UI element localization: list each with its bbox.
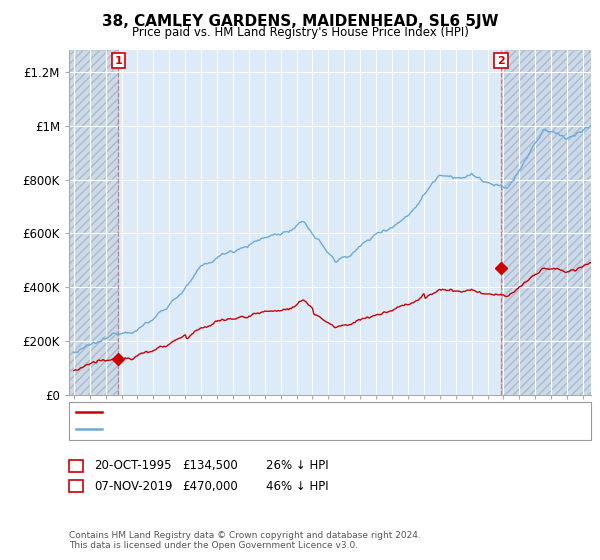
Text: Contains HM Land Registry data © Crown copyright and database right 2024.
This d: Contains HM Land Registry data © Crown c…: [69, 530, 421, 550]
Text: HPI: Average price, detached house, Windsor and Maidenhead: HPI: Average price, detached house, Wind…: [108, 424, 449, 434]
Text: 20
11: 20 11: [355, 405, 366, 427]
Text: 20
07: 20 07: [291, 405, 302, 427]
Text: 20
20: 20 20: [497, 405, 509, 427]
Text: 20
09: 20 09: [323, 405, 334, 427]
Text: 20
06: 20 06: [275, 405, 287, 427]
Text: 20
22: 20 22: [529, 405, 541, 427]
Text: 20
04: 20 04: [243, 405, 255, 427]
Text: 20
00: 20 00: [179, 405, 191, 427]
Text: 20
10: 20 10: [338, 405, 350, 427]
Text: 20
15: 20 15: [418, 405, 430, 427]
Text: 20
18: 20 18: [466, 405, 478, 427]
Text: 20-OCT-1995: 20-OCT-1995: [94, 459, 172, 473]
Text: 20
08: 20 08: [307, 405, 319, 427]
Text: 20
24: 20 24: [561, 405, 573, 427]
Text: 19
98: 19 98: [148, 405, 159, 427]
Text: 20
14: 20 14: [402, 405, 414, 427]
Text: 20
25: 20 25: [577, 405, 589, 427]
Text: Price paid vs. HM Land Registry's House Price Index (HPI): Price paid vs. HM Land Registry's House …: [131, 26, 469, 39]
Text: 19
95: 19 95: [100, 405, 112, 427]
Text: 19
93: 19 93: [68, 405, 80, 427]
Text: 19
94: 19 94: [84, 405, 95, 427]
Text: 20
21: 20 21: [514, 405, 525, 427]
Text: 20
01: 20 01: [195, 405, 207, 427]
Text: £470,000: £470,000: [182, 479, 238, 493]
Text: 20
19: 20 19: [482, 405, 493, 427]
Text: 20
12: 20 12: [370, 405, 382, 427]
Text: 19
99: 19 99: [163, 405, 175, 427]
Text: 26% ↓ HPI: 26% ↓ HPI: [266, 459, 329, 473]
Text: 38, CAMLEY GARDENS, MAIDENHEAD, SL6 5JW (detached house): 38, CAMLEY GARDENS, MAIDENHEAD, SL6 5JW …: [108, 407, 463, 417]
Text: 20
02: 20 02: [211, 405, 223, 427]
Text: 2: 2: [497, 55, 505, 66]
Text: 1: 1: [73, 461, 80, 471]
Text: 20
05: 20 05: [259, 405, 271, 427]
Text: 2: 2: [73, 481, 80, 491]
Text: 20
23: 20 23: [545, 405, 557, 427]
Text: 07-NOV-2019: 07-NOV-2019: [94, 479, 173, 493]
Text: 19
97: 19 97: [131, 405, 143, 427]
Bar: [69, 50, 118, 395]
Text: 1: 1: [115, 55, 122, 66]
Text: 38, CAMLEY GARDENS, MAIDENHEAD, SL6 5JW: 38, CAMLEY GARDENS, MAIDENHEAD, SL6 5JW: [102, 14, 498, 29]
Text: 20
13: 20 13: [386, 405, 398, 427]
Text: 20
03: 20 03: [227, 405, 239, 427]
Text: 20
16: 20 16: [434, 405, 446, 427]
Text: 19
96: 19 96: [116, 405, 127, 427]
Bar: [501, 50, 591, 395]
Text: 46% ↓ HPI: 46% ↓ HPI: [266, 479, 329, 493]
Text: 20
17: 20 17: [450, 405, 461, 427]
Text: £134,500: £134,500: [182, 459, 238, 473]
